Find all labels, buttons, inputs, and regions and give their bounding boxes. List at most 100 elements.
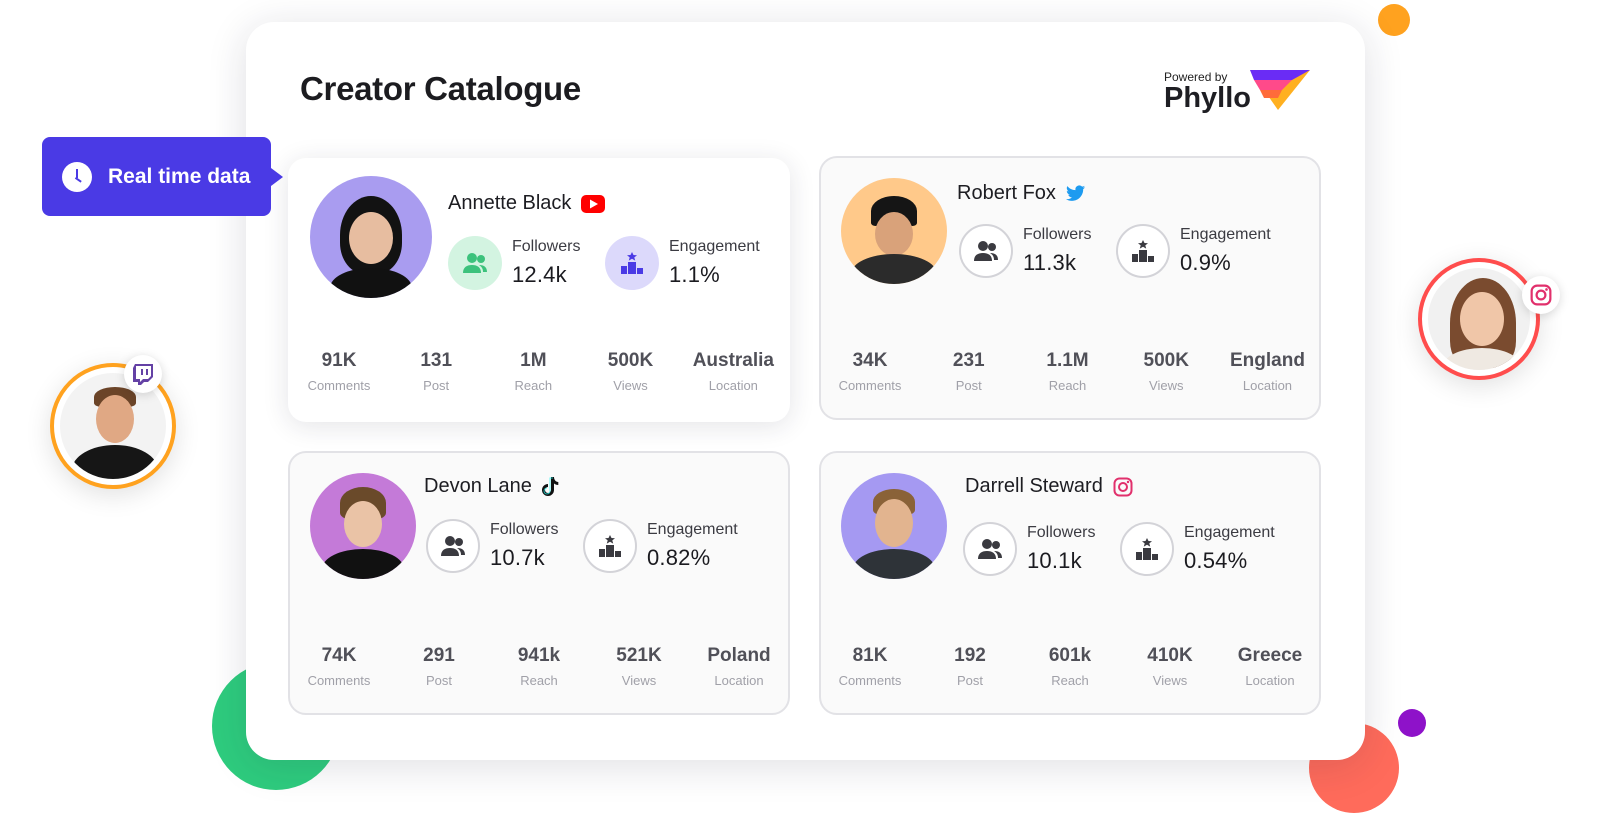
followers-value: 11.3k [1023,250,1077,275]
creator-stats: 74K Comments 291 Post 941k Reach 521K Views … [304,645,774,688]
stat-value: 34K [852,350,888,371]
followers-value: 12.4k [512,262,567,287]
creator-card[interactable]: Devon Lane Followers 10.7k Engagement 0.… [288,451,790,715]
engagement-label: Engagement [1184,524,1275,541]
stat-label: Post [956,673,983,688]
avatar [841,473,947,579]
stat-reach: 941k Reach [504,645,574,688]
stat-label: Location [1245,673,1295,688]
stat-value: 500K [1143,350,1189,371]
stat-label: Location [714,673,764,688]
avatar [310,473,416,579]
creator-name: Darrell Steward [965,475,1133,498]
stat-label: Views [613,378,648,393]
stat-value: 81K [852,645,888,666]
stat-value: 941k [517,645,561,666]
stat-label: Comments [838,673,902,688]
stat-location: Poland Location [704,645,774,688]
stat-value: 192 [954,645,986,666]
followers-label: Followers [1023,226,1092,243]
stat-location: Australia Location [693,350,774,393]
stat-label: Reach [1051,673,1089,688]
engagement-metric: Engagement 0.54% [1120,522,1275,576]
stat-comments: 34K Comments [835,350,905,393]
followers-label: Followers [1027,524,1096,541]
followers-metric: Followers 11.3k [959,224,1091,278]
engagement-value: 0.82% [647,545,711,570]
users-icon [448,236,502,290]
creator-catalogue-panel: Creator Catalogue Powered by Phyllo Anne… [246,22,1365,760]
engagement-label: Engagement [669,238,760,255]
stat-label: Post [955,378,982,393]
stat-value: 521K [616,645,662,666]
instagram-icon [1522,276,1560,314]
stat-label: Reach [520,673,558,688]
floating-creator-avatar [1418,258,1560,380]
followers-value: 10.7k [490,545,545,570]
avatar [60,373,166,479]
users-icon [426,519,480,573]
followers-label: Followers [490,521,559,538]
podium-icon [1116,224,1170,278]
stat-label: Location [1242,378,1293,393]
stat-reach: 1M Reach [498,350,568,393]
stat-post: 231 Post [934,350,1004,393]
stat-value: 231 [952,350,985,371]
stat-label: Views [1152,673,1188,688]
stat-label: Views [621,673,657,688]
tiktok-icon [541,476,560,497]
avatar [841,178,947,284]
floating-creator-avatar [50,355,176,489]
stat-value: England [1230,350,1305,371]
stat-label: Comments [307,378,371,393]
stat-value: Australia [692,350,774,371]
engagement-value: 0.54% [1184,548,1248,573]
stat-views: 500K Views [1131,350,1201,393]
twitch-icon [124,355,162,393]
stat-value: 500K [607,350,654,371]
creator-name-text: Annette Black [448,192,572,214]
creator-name: Devon Lane [424,475,560,498]
stat-label: Comments [307,673,371,688]
stat-post: 192 Post [935,645,1005,688]
creator-card[interactable]: Darrell Steward Followers 10.1k Engageme… [819,451,1321,715]
engagement-value: 0.9% [1180,250,1231,275]
creator-card[interactable]: Annette Black Followers 12.4k Engagement… [288,158,790,422]
phyllo-logo-icon [1250,70,1310,110]
engagement-label: Engagement [1180,226,1271,243]
engagement-value: 1.1% [669,262,720,287]
stat-comments: 74K Comments [304,645,374,688]
stat-value: 1M [520,350,547,371]
stat-value: 601k [1048,645,1092,666]
stat-label: Views [1149,378,1184,393]
stat-location: Greece Location [1235,645,1305,688]
stat-label: Reach [1048,378,1087,393]
powered-by-logo: Powered by Phyllo [1164,68,1324,118]
brand-name: Phyllo [1164,82,1252,114]
creator-card[interactable]: Robert Fox Followers 11.3k Engagement 0.… [819,156,1321,420]
avatar [1428,268,1530,370]
followers-metric: Followers 10.1k [963,522,1095,576]
creator-name-text: Darrell Steward [965,475,1103,497]
stat-label: Post [425,673,452,688]
stat-views: 500K Views [596,350,666,393]
stat-post: 291 Post [404,645,474,688]
avatar [310,176,432,298]
stat-comments: 81K Comments [835,645,905,688]
users-icon [963,522,1017,576]
stat-value: 410K [1147,645,1193,666]
stat-value: 91K [321,350,357,371]
stat-value: 1.1M [1046,350,1089,371]
page-title: Creator Catalogue [300,70,581,107]
stat-value: Greece [1237,645,1303,666]
youtube-icon [581,194,606,213]
stat-label: Comments [838,378,902,393]
engagement-metric: Engagement 0.82% [583,519,738,573]
stat-reach: 1.1M Reach [1033,350,1103,393]
real-time-data-badge: Real time data [42,137,283,216]
creator-name-text: Devon Lane [424,475,532,497]
creator-name: Robert Fox [957,182,1086,205]
creator-stats: 81K Comments 192 Post 601k Reach 410K Views … [835,645,1305,688]
stat-label: Post [423,378,450,393]
creator-name-text: Robert Fox [957,182,1056,204]
